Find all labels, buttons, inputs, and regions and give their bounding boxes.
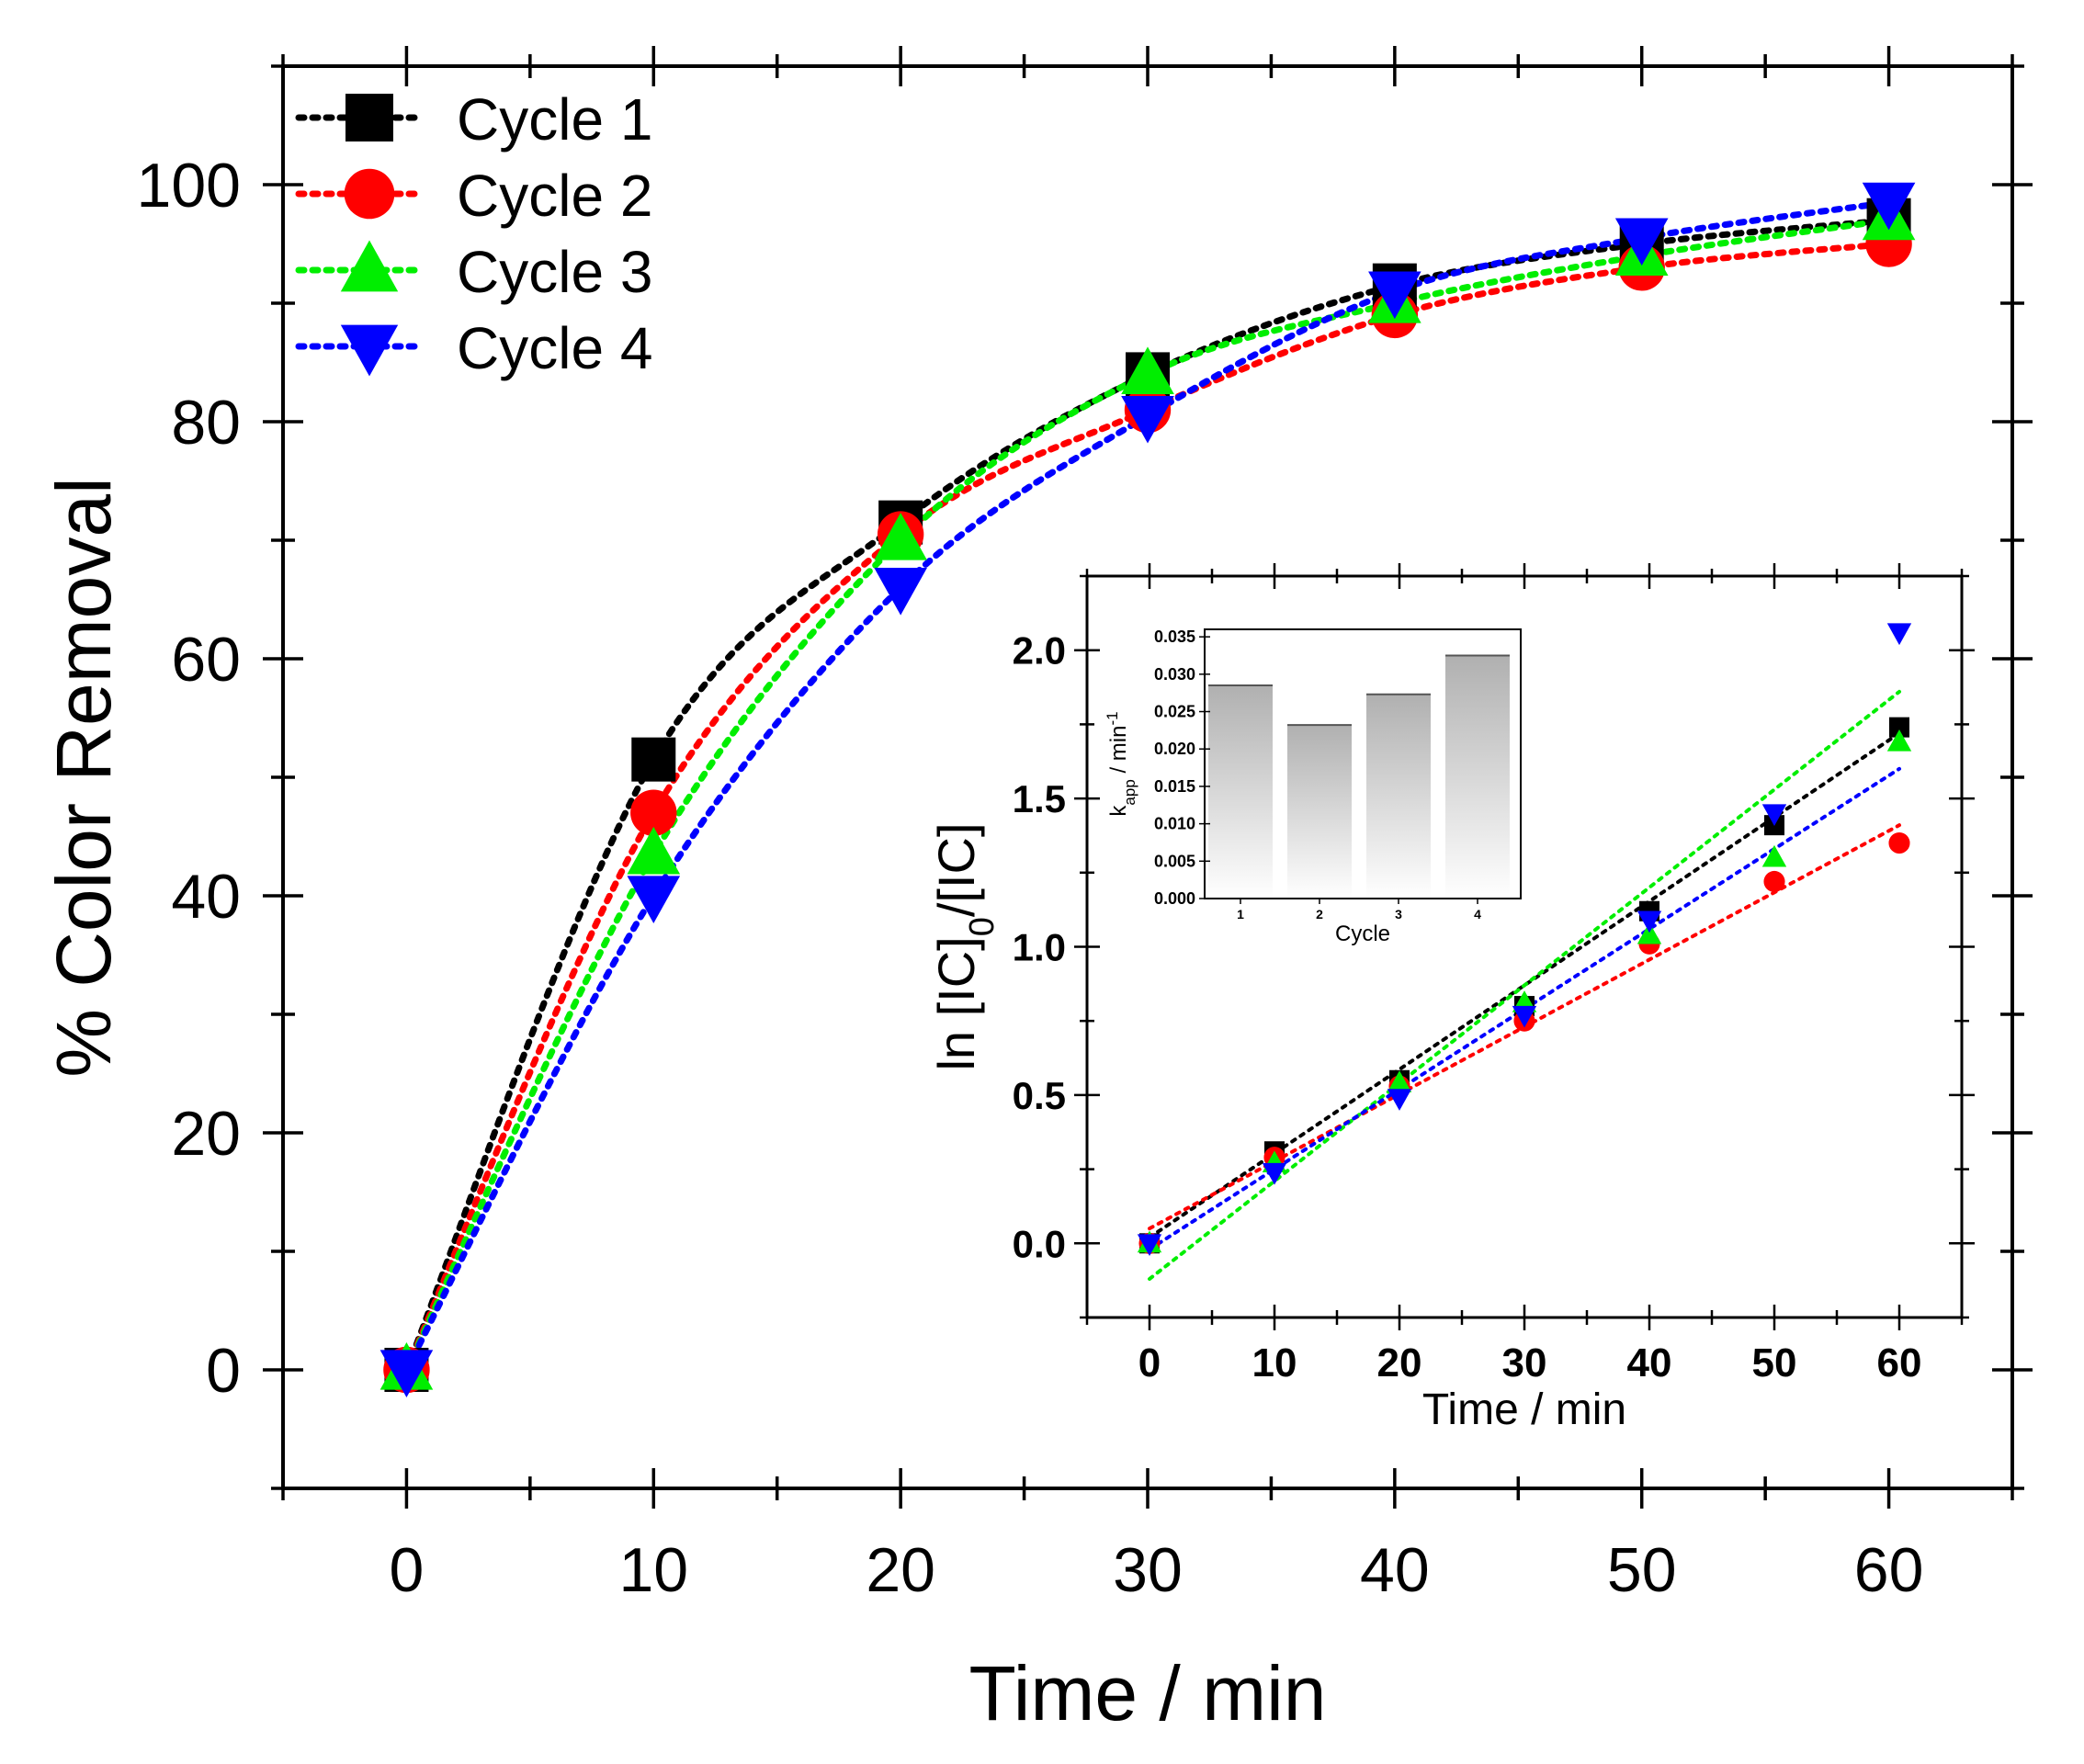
legend-marker <box>345 94 393 141</box>
kapp-frame <box>1204 628 1522 899</box>
series-point <box>630 789 677 836</box>
inset-point <box>1761 844 1787 867</box>
series-point <box>627 826 681 875</box>
inset-point <box>1886 623 1912 646</box>
kapp-bar <box>1208 685 1273 899</box>
inset-point <box>1763 870 1785 893</box>
inset-y-tick-label: 0.5 <box>1013 1074 1066 1117</box>
x-tick-label: 60 <box>1854 1535 1924 1605</box>
inset-y-tick-label: 1.0 <box>1013 926 1066 969</box>
x-tick-label: 30 <box>1113 1535 1183 1605</box>
kapp-x-tick-label: 3 <box>1395 907 1402 922</box>
inset-x-tick-label: 10 <box>1252 1340 1297 1385</box>
kapp-y-tick-label: 0.010 <box>1154 815 1195 833</box>
series-point <box>874 568 927 616</box>
inset-point <box>1512 1005 1537 1028</box>
inset-x-tick-label: 20 <box>1377 1340 1422 1385</box>
kapp-bar <box>1287 725 1352 899</box>
y-tick-label: 0 <box>206 1336 241 1406</box>
series-point <box>1368 271 1421 320</box>
inset-x-tick-label: 50 <box>1752 1340 1797 1385</box>
kapp-bar <box>1445 655 1510 899</box>
y-tick-label: 80 <box>171 388 241 458</box>
legend-marker <box>340 324 399 377</box>
series-point <box>631 737 676 782</box>
inset-point <box>1889 717 1909 738</box>
legend-marker <box>344 168 395 220</box>
inset-point <box>1886 729 1912 752</box>
inset-y-axis-title: ln [IC]0/[IC] <box>927 822 1002 1070</box>
x-tick-label: 40 <box>1360 1535 1430 1605</box>
x-tick-label: 10 <box>618 1535 688 1605</box>
series-point <box>1862 182 1916 231</box>
inset-point <box>1137 1234 1162 1257</box>
series-point <box>1121 395 1174 444</box>
kapp-y-axis-title: kapp / min-1 <box>1104 711 1138 816</box>
y-tick-label: 40 <box>171 862 241 932</box>
series-point <box>874 513 927 560</box>
inset-x-tick-label: 0 <box>1138 1340 1161 1385</box>
inset-x-tick-label: 60 <box>1877 1340 1922 1385</box>
kapp-bar-chart: 0.000 0.005 0.010 0.015 0.020 0.025 0.030 0.035… <box>1104 628 1522 946</box>
x-axis-title: Time / min <box>969 1650 1327 1736</box>
series-point <box>379 1350 434 1397</box>
inset-y-tick-label: 0.0 <box>1013 1222 1066 1265</box>
inset-x-tick-label: 30 <box>1502 1340 1547 1385</box>
inset-point <box>1387 1070 1412 1092</box>
legend-label: Cycle 4 <box>457 315 652 381</box>
series-line <box>402 241 1893 1374</box>
inset-point <box>1761 804 1787 826</box>
x-tick-label: 0 <box>390 1535 425 1605</box>
kapp-y-tick-label: 0.015 <box>1154 777 1195 796</box>
x-tick-label: 20 <box>866 1535 935 1605</box>
inset-y-tick-label: 1.5 <box>1013 777 1066 820</box>
legend-label: Cycle 2 <box>457 163 652 229</box>
inset-y-tick-label: 2.0 <box>1013 629 1066 673</box>
legend-label: Cycle 1 <box>457 86 652 153</box>
kapp-y-tick-label: 0.020 <box>1154 740 1195 758</box>
legend-label: Cycle 3 <box>457 239 652 305</box>
kapp-x-tick-label: 2 <box>1316 907 1323 922</box>
y-tick-label: 60 <box>171 625 241 695</box>
kapp-y-tick-label: 0.030 <box>1154 665 1195 684</box>
legend: Cycle 1 Cycle 2 Cycle 3 Cycle 4 <box>295 86 652 381</box>
legend-marker <box>340 240 399 292</box>
kapp-y-tick-label: 0.035 <box>1154 628 1195 646</box>
kapp-bar <box>1366 694 1431 899</box>
kapp-y-tick-label: 0.005 <box>1154 852 1195 870</box>
inset-x-tick-label: 40 <box>1627 1340 1672 1385</box>
x-tick-label: 50 <box>1607 1535 1677 1605</box>
inset-point <box>1637 910 1662 933</box>
kapp-y-tick-label: 0.000 <box>1154 889 1195 908</box>
inset-point <box>1888 831 1910 854</box>
inset-fit-line <box>1148 689 1901 1282</box>
y-tick-label: 100 <box>137 151 241 220</box>
inset-point <box>1262 1162 1287 1185</box>
y-tick-label: 20 <box>171 1099 241 1169</box>
inset-point <box>1387 1089 1412 1111</box>
series-point <box>1121 346 1174 394</box>
inset-point <box>1637 922 1662 944</box>
inset-x-axis-title: Time / min <box>1422 1385 1626 1434</box>
series-point <box>627 876 681 923</box>
series-point <box>1614 218 1669 266</box>
kapp-x-tick-label: 1 <box>1237 907 1244 922</box>
y-axis-title: % Color Removal <box>40 477 127 1078</box>
kapp-x-axis-title: Cycle <box>1335 922 1390 946</box>
kapp-y-tick-label: 0.025 <box>1154 703 1195 721</box>
kapp-x-tick-label: 4 <box>1474 907 1481 922</box>
